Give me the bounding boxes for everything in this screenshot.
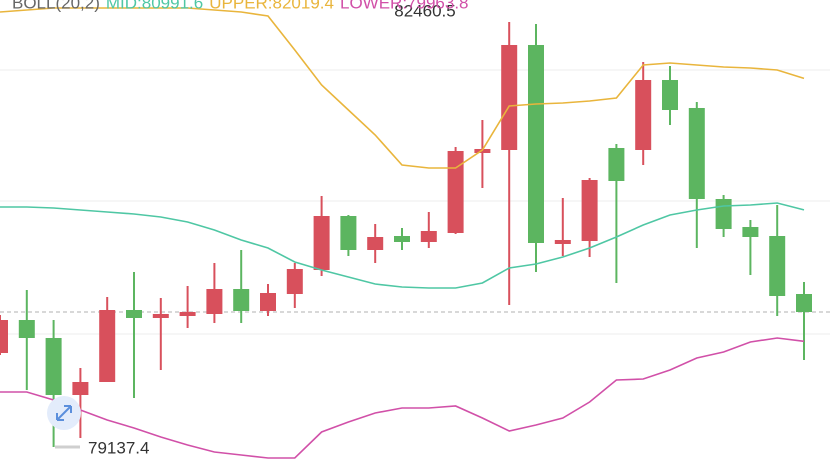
high-label: 82460.5 bbox=[394, 1, 455, 20]
candle-body bbox=[554, 239, 571, 244]
candle-body bbox=[662, 79, 678, 111]
candle-body bbox=[581, 179, 598, 242]
legend-item: LOWER:79963.8 bbox=[340, 0, 469, 12]
candle-body bbox=[99, 310, 116, 382]
candle-body bbox=[528, 44, 544, 243]
candle-body bbox=[608, 147, 625, 181]
candle-body bbox=[260, 293, 276, 311]
candle-body bbox=[420, 231, 437, 243]
candle-body bbox=[152, 313, 169, 318]
bollinger-line bbox=[0, 7, 805, 169]
candle-body bbox=[474, 148, 491, 153]
legend-item: UPPER:82019.4 bbox=[209, 0, 334, 12]
candles bbox=[0, 21, 812, 448]
candle-body bbox=[769, 236, 786, 296]
expand-icon[interactable] bbox=[56, 405, 72, 421]
legend-item: MID:80991.6 bbox=[106, 0, 203, 12]
bollinger-lines bbox=[0, 7, 805, 459]
candle-body bbox=[635, 79, 652, 150]
bollinger-line bbox=[0, 202, 805, 289]
candle-body bbox=[447, 151, 464, 233]
candle-body bbox=[18, 320, 35, 338]
candle-body bbox=[688, 107, 705, 200]
candle-body bbox=[796, 294, 812, 312]
low-label: 79137.4 bbox=[88, 438, 149, 457]
candle-body bbox=[715, 199, 732, 229]
legend-indicator: BOLL(20,2) bbox=[12, 0, 100, 12]
candle-body bbox=[179, 311, 196, 316]
candle-body bbox=[501, 44, 518, 150]
candle-body bbox=[233, 289, 250, 311]
candle-body bbox=[286, 268, 303, 295]
candle-body bbox=[313, 215, 330, 270]
candle-body bbox=[340, 215, 357, 250]
legend: BOLL(20,2) MID:80991.6 UPPER:82019.4 LOWER:… bbox=[12, 0, 469, 12]
bollinger-line bbox=[0, 337, 805, 459]
candle-body bbox=[206, 289, 223, 314]
candle-body bbox=[72, 381, 89, 395]
candle-body bbox=[0, 320, 8, 353]
candle-body bbox=[126, 310, 142, 318]
candle-body bbox=[394, 236, 410, 243]
candle-body bbox=[742, 226, 759, 237]
candle-body bbox=[45, 337, 62, 395]
candle-body bbox=[367, 237, 384, 250]
